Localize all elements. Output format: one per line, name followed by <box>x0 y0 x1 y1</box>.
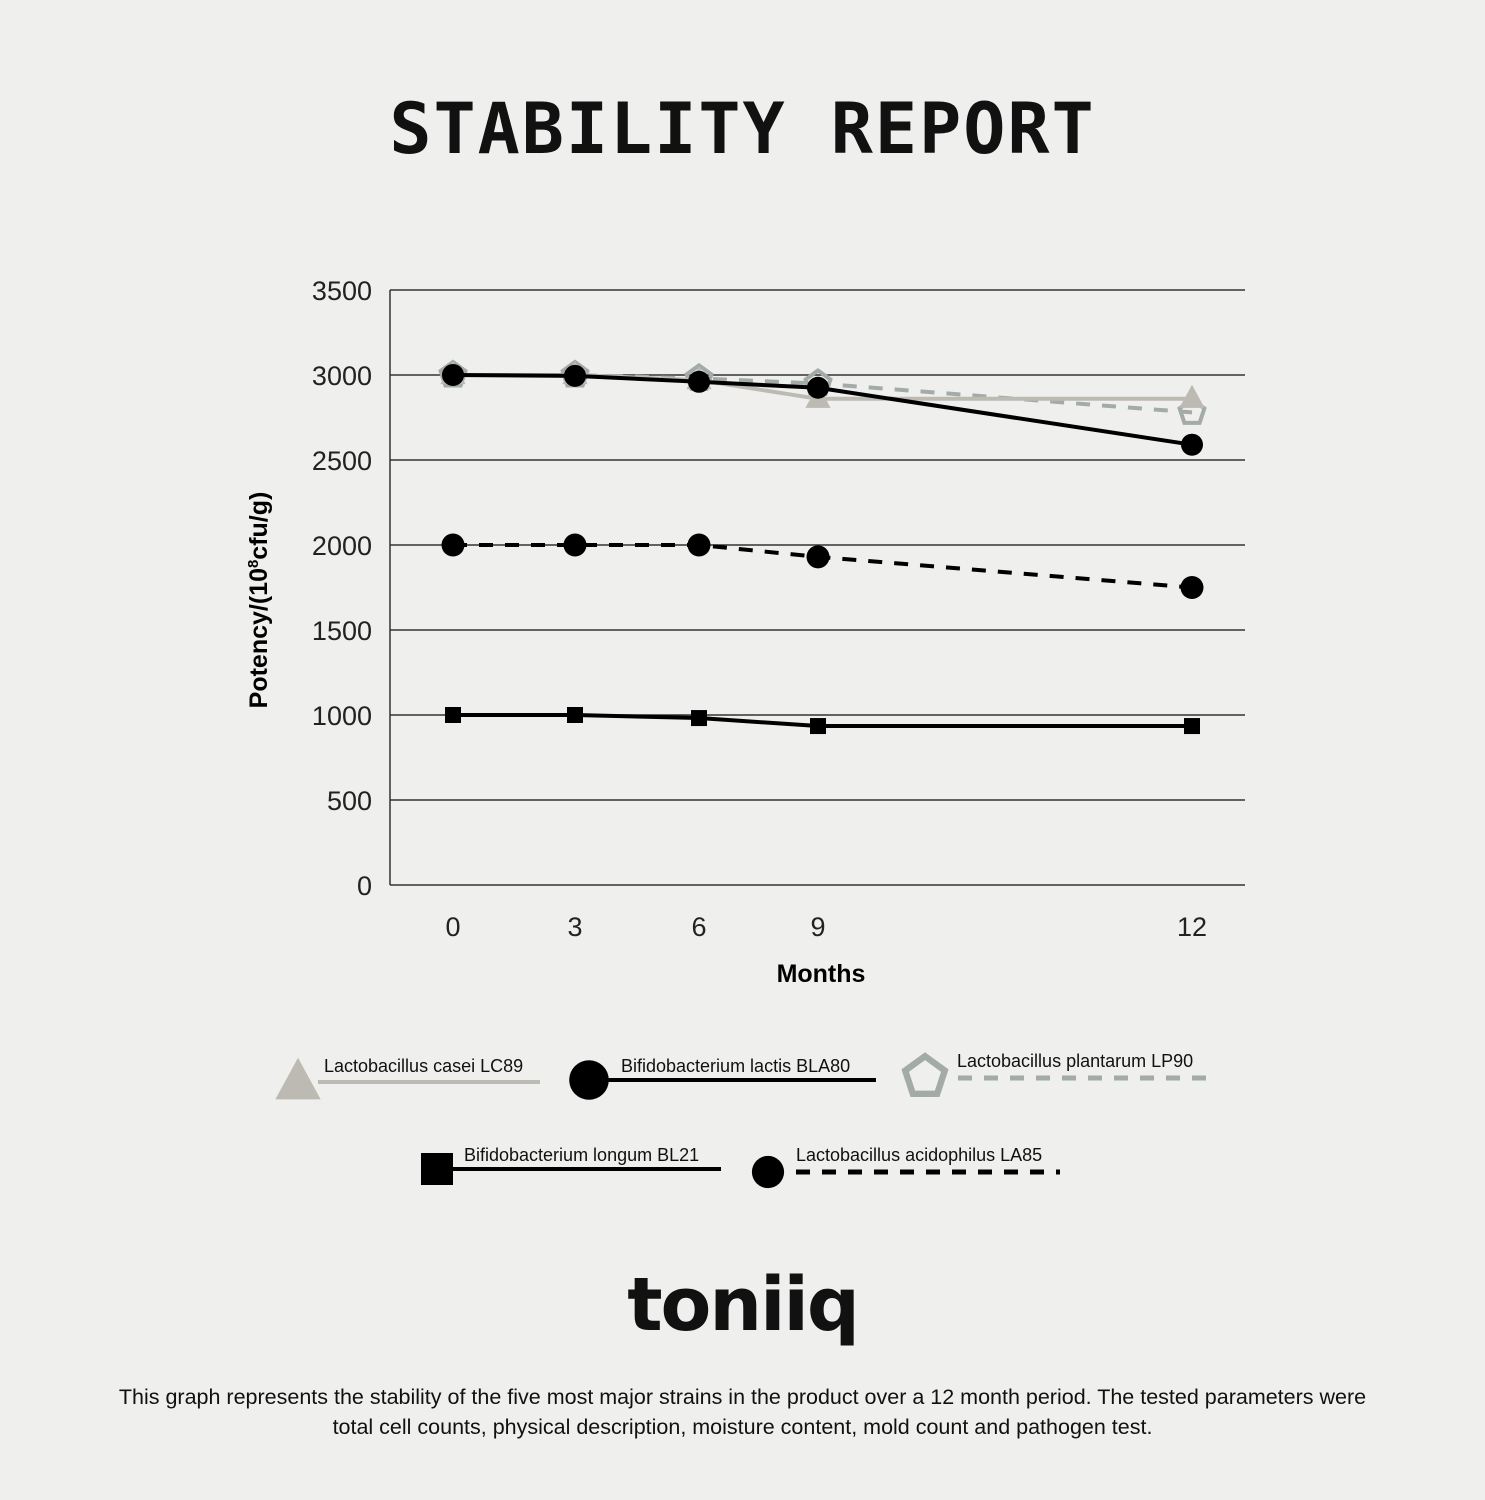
y-tick-label: 3500 <box>312 276 372 306</box>
legend-label: Lactobacillus casei LC89 <box>324 1056 523 1076</box>
y-tick-label: 2000 <box>312 531 372 561</box>
legend-marker-circle <box>751 1155 785 1189</box>
data-point <box>807 376 829 399</box>
data-point <box>691 710 707 727</box>
data-point <box>1180 576 1204 599</box>
x-tick-label: 6 <box>691 912 706 942</box>
legend-item: Lactobacillus acidophilus LA85 <box>751 1145 1060 1189</box>
legend-item: Bifidobacterium longum BL21 <box>421 1145 721 1185</box>
legend-marker-circle-large <box>569 1060 609 1100</box>
y-tick-label: 1500 <box>312 616 372 646</box>
x-axis-label: Months <box>777 960 866 988</box>
data-point <box>442 364 464 386</box>
legend-item: Lactobacillus plantarum LP90 <box>901 1051 1218 1098</box>
toniiq-logo: toniiq <box>627 1262 860 1348</box>
series-1 <box>442 364 1203 456</box>
data-point <box>806 545 830 569</box>
chart-title: STABILITY REPORT <box>389 88 1096 170</box>
x-tick-label: 0 <box>445 912 460 942</box>
data-point <box>1184 718 1200 735</box>
series-3 <box>445 707 1200 735</box>
x-tick-label: 9 <box>810 912 825 942</box>
legend-label: Lactobacillus acidophilus LA85 <box>796 1145 1042 1165</box>
y-axis-label: Potency/(108cfu/g) <box>245 492 273 709</box>
x-tick-label: 3 <box>567 912 582 942</box>
legend-marker-triangle <box>275 1057 321 1100</box>
footnote: This graph represents the stability of t… <box>118 1385 1367 1439</box>
legend-marker-square <box>421 1153 453 1185</box>
x-tick-label: 12 <box>1177 912 1207 942</box>
series-4 <box>441 533 1204 599</box>
data-point <box>445 707 461 723</box>
y-tick-label: 3000 <box>312 361 372 391</box>
legend-label: Bifidobacterium longum BL21 <box>464 1145 699 1165</box>
y-tick-label: 0 <box>357 871 372 901</box>
legend-marker-pentagon <box>901 1052 949 1098</box>
legend-label: Bifidobacterium lactis BLA80 <box>621 1056 850 1076</box>
data-point <box>563 533 587 557</box>
legend-item: Lactobacillus casei LC89 <box>275 1056 540 1100</box>
data-point <box>810 718 826 735</box>
data-point <box>567 707 583 723</box>
data-point <box>688 370 710 393</box>
stability-chart: 0 500 1000 1500 2000 2500 3000 3500 0 3 6 9 12 Month… <box>245 276 1245 1189</box>
data-point <box>1179 384 1205 408</box>
y-tick-label: 1000 <box>312 701 372 731</box>
y-tick-label: 500 <box>327 786 372 816</box>
legend-item: Bifidobacterium lactis BLA80 <box>569 1056 876 1100</box>
data-point <box>1181 433 1203 456</box>
legend-label: Lactobacillus plantarum LP90 <box>957 1051 1193 1071</box>
data-point <box>441 533 465 557</box>
data-point <box>687 533 711 557</box>
y-tick-label: 2500 <box>312 446 372 476</box>
data-point <box>564 364 586 387</box>
